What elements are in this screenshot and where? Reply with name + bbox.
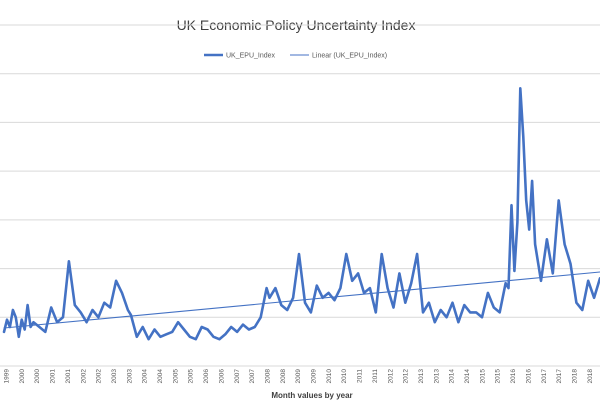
x-axis-label: Month values by year bbox=[271, 391, 352, 400]
x-tick-label: 2015 bbox=[495, 369, 502, 384]
series-lines bbox=[2, 87, 600, 341]
x-tick-label: 2014 bbox=[464, 369, 471, 384]
x-tick-label: 2006 bbox=[203, 369, 210, 384]
x-tick-label: 2016 bbox=[510, 369, 517, 384]
legend-label-uk-epu-index: UK_EPU_Index bbox=[226, 53, 276, 60]
x-tick-label: 2017 bbox=[541, 369, 548, 384]
x-tick-label: 2018 bbox=[571, 369, 578, 384]
x-tick-label: 2017 bbox=[556, 369, 563, 384]
legend-label-linear: Linear (UK_EPU_Index) bbox=[312, 53, 387, 60]
x-tick-label: 2005 bbox=[172, 369, 179, 384]
x-tick-label: 2016 bbox=[525, 369, 532, 384]
x-tick-label: 2010 bbox=[326, 369, 333, 384]
legend: UK_EPU_Index Linear (UK_EPU_Index) bbox=[204, 53, 387, 60]
x-tick-label: 2007 bbox=[249, 369, 256, 384]
x-tick-label: 2011 bbox=[357, 369, 364, 383]
x-tick-label: 2008 bbox=[264, 369, 271, 384]
x-tick-label: 2015 bbox=[479, 369, 486, 384]
x-tick-label: 2003 bbox=[126, 369, 133, 384]
x-tick-label: 2018 bbox=[587, 369, 594, 384]
x-tick-label: 2009 bbox=[311, 369, 318, 384]
x-tick-label: 2006 bbox=[218, 369, 225, 384]
x-tick-label: 2008 bbox=[280, 369, 287, 384]
x-tick-labels: 1999 2000 2000 2001 2001 2002 2002 2003 2003 2004… bbox=[4, 369, 594, 384]
x-tick-label: 2003 bbox=[111, 369, 118, 384]
x-tick-label: 2007 bbox=[234, 369, 241, 384]
x-tick-label: 2014 bbox=[449, 369, 456, 384]
x-tick-label: 1999 bbox=[4, 369, 11, 384]
x-tick-label: 2001 bbox=[65, 369, 72, 384]
x-tick-label: 2013 bbox=[418, 369, 425, 384]
trendline-linear bbox=[3, 271, 600, 329]
x-tick-label: 2002 bbox=[96, 369, 103, 384]
x-tick-label: 2004 bbox=[142, 369, 149, 384]
x-tick-label: 2011 bbox=[372, 369, 379, 383]
x-tick-label: 2004 bbox=[157, 369, 164, 384]
series-line-uk-epu-index bbox=[2, 87, 600, 341]
x-tick-label: 2005 bbox=[188, 369, 195, 384]
x-tick-label: 2000 bbox=[19, 369, 26, 384]
x-tick-label: 2002 bbox=[80, 369, 87, 384]
x-tick-label: 2001 bbox=[50, 369, 57, 384]
x-tick-label: 2009 bbox=[295, 369, 302, 384]
x-tick-label: 2010 bbox=[341, 369, 348, 384]
x-tick-label: 2013 bbox=[433, 369, 440, 384]
x-tick-label: 2000 bbox=[34, 369, 41, 384]
x-tick-label: 2012 bbox=[387, 369, 394, 384]
x-tick-label: 2012 bbox=[403, 369, 410, 384]
